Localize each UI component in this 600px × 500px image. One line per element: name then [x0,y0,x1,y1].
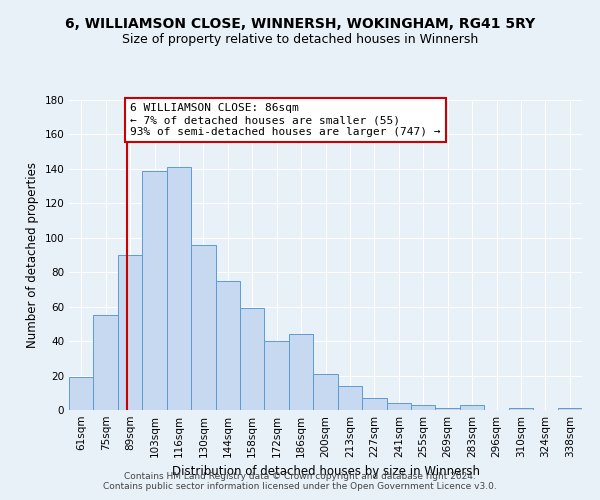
Bar [386,403,411,410]
Text: Contains public sector information licensed under the Open Government Licence v3: Contains public sector information licen… [103,482,497,491]
Bar [460,405,484,410]
Bar [142,170,167,410]
Bar [69,378,94,410]
Y-axis label: Number of detached properties: Number of detached properties [26,162,39,348]
Bar [509,408,533,410]
Bar [191,244,215,410]
Bar [167,167,191,410]
Bar [118,255,142,410]
Bar [313,374,338,410]
Bar [215,281,240,410]
Bar [240,308,265,410]
Bar [557,408,582,410]
Text: 6, WILLIAMSON CLOSE, WINNERSH, WOKINGHAM, RG41 5RY: 6, WILLIAMSON CLOSE, WINNERSH, WOKINGHAM… [65,18,535,32]
Bar [94,316,118,410]
Text: Size of property relative to detached houses in Winnersh: Size of property relative to detached ho… [122,32,478,46]
Bar [411,405,436,410]
Bar [265,341,289,410]
Text: Contains HM Land Registry data © Crown copyright and database right 2024.: Contains HM Land Registry data © Crown c… [124,472,476,481]
Text: 6 WILLIAMSON CLOSE: 86sqm
← 7% of detached houses are smaller (55)
93% of semi-d: 6 WILLIAMSON CLOSE: 86sqm ← 7% of detach… [130,104,441,136]
Bar [362,398,386,410]
X-axis label: Distribution of detached houses by size in Winnersh: Distribution of detached houses by size … [172,466,479,478]
Bar [436,408,460,410]
Bar [289,334,313,410]
Bar [338,386,362,410]
